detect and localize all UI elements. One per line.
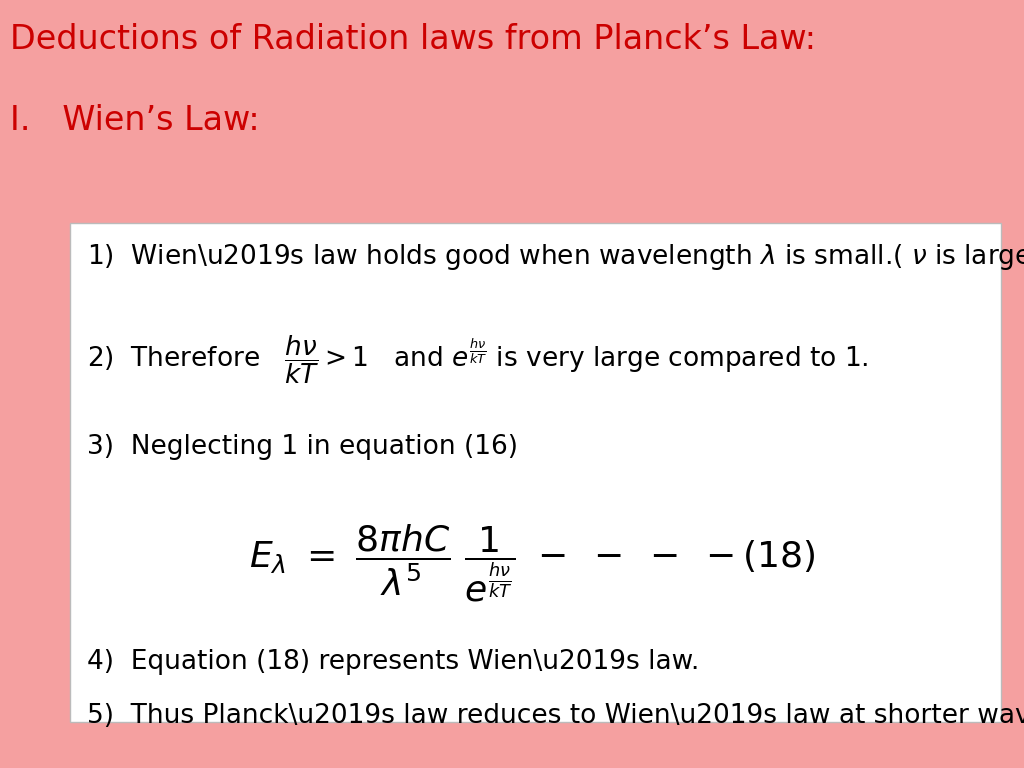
Text: 1)  Wien\u2019s law holds good when wavelength $\lambda$ is small.( $\nu$ is lar: 1) Wien\u2019s law holds good when wavel… <box>87 242 1024 272</box>
Text: 5)  Thus Planck\u2019s law reduces to Wien\u2019s law at shorter wavelength.: 5) Thus Planck\u2019s law reduces to Wie… <box>87 703 1024 729</box>
Text: 2)  Therefore   $\dfrac{h\nu}{kT} > 1$   and $e^{\frac{h\nu}{kT}}$ is very large: 2) Therefore $\dfrac{h\nu}{kT} > 1$ and … <box>87 334 868 386</box>
Text: 4)  Equation (18) represents Wien\u2019s law.: 4) Equation (18) represents Wien\u2019s … <box>87 649 699 675</box>
Text: Deductions of Radiation laws from Planck’s Law:: Deductions of Radiation laws from Planck… <box>10 23 816 56</box>
Text: 3)  Neglecting 1 in equation (16): 3) Neglecting 1 in equation (16) <box>87 434 518 460</box>
FancyBboxPatch shape <box>70 223 1001 722</box>
Text: $\boldsymbol{E_{\lambda}}\ =\ \dfrac{8\pi hC}{\lambda^{5}}\ \dfrac{1}{e^{\frac{h: $\boldsymbol{E_{\lambda}}\ =\ \dfrac{8\p… <box>249 522 816 604</box>
Text: I.   Wien’s Law:: I. Wien’s Law: <box>10 104 260 137</box>
